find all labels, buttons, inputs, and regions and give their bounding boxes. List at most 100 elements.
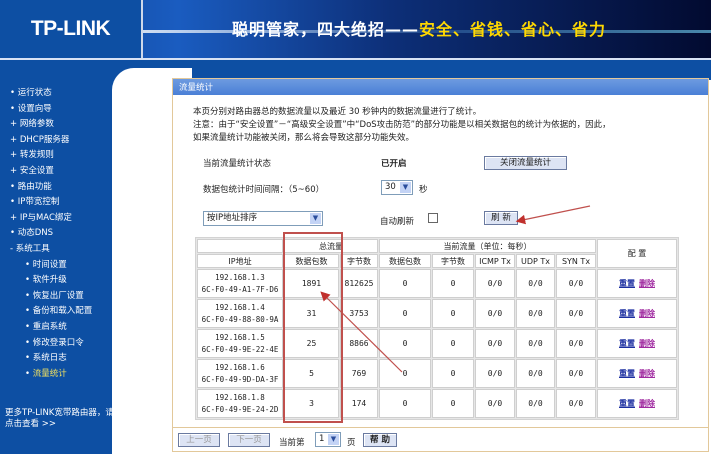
sidebar-item[interactable]: • 运行状态 [10, 86, 52, 98]
sidebar-item[interactable]: + IP与MAC绑定 [10, 211, 72, 223]
sidebar-item[interactable]: • 动态DNS [10, 226, 53, 238]
mac-address: 6C-F0-49-9E-24-2D [201, 404, 279, 414]
table-row: 192.168.1.8 6C-F0-49-9E-24-2D 3 174 0 0 0/0 0/0… [197, 389, 677, 418]
column-header: IP地址 [197, 254, 283, 268]
syn-cell: 0/0 [556, 359, 596, 388]
sidebar-subitem[interactable]: • 恢复出厂设置 [25, 290, 84, 301]
bullet-icon: - [10, 244, 14, 254]
sidebar-item[interactable]: + 安全设置 [10, 164, 54, 176]
status-label: 当前流量统计状态 [203, 159, 272, 169]
sidebar-item[interactable]: + 转发规则 [10, 148, 54, 160]
cur_packets-cell: 0 [379, 389, 431, 418]
delete-link[interactable]: 删除 [639, 279, 655, 288]
packets-cell: 1891 [284, 269, 339, 298]
ip-cell: 192.168.1.5 6C-F0-49-9E-22-4E [197, 329, 283, 358]
prev-page-button[interactable]: 上一页 [178, 433, 220, 447]
traffic-table: 总流量 当前流量（单位：每秒） 配 置 IP地址 数据包数 字节数 数据包数 字节数 IC… [195, 237, 679, 420]
ip-address: 192.168.1.4 [215, 302, 265, 312]
sidebar-subitem[interactable]: • 修改登录口令 [25, 337, 84, 348]
sidebar-subitem[interactable]: • 时间设置 [25, 259, 67, 270]
sidebar-item[interactable]: • 路由功能 [10, 180, 52, 192]
icmp-cell: 0/0 [475, 329, 515, 358]
ip-address: 192.168.1.6 [215, 362, 265, 372]
more-products-link[interactable]: 更多TP-LINK宽带路由器，请点击查看 >> [5, 408, 114, 429]
sidebar-subitem-label: 恢复出厂设置 [32, 290, 84, 301]
delete-link[interactable]: 删除 [639, 369, 655, 378]
bytes-cell: 812625 [340, 269, 378, 298]
chevron-down-icon: ▼ [400, 182, 411, 193]
syn-cell: 0/0 [556, 389, 596, 418]
sidebar-subitem-label: 重启系统 [32, 322, 67, 332]
sidebar-item[interactable]: + 网络参数 [10, 117, 54, 129]
column-header: 字节数 [432, 254, 474, 268]
ip-cell: 192.168.1.3 6C-F0-49-A1-7F-D6 [197, 269, 283, 298]
icmp-cell: 0/0 [475, 269, 515, 298]
bytes-cell: 174 [340, 389, 378, 418]
sidebar-item-label: 网络参数 [19, 119, 54, 130]
packets-cell: 3 [284, 389, 339, 418]
reset-link[interactable]: 重置 [619, 339, 635, 348]
refresh-button[interactable]: 刷 新 [484, 211, 518, 225]
ip-address: 192.168.1.5 [215, 332, 265, 342]
cur_bytes-cell: 0 [432, 299, 474, 328]
sidebar-item[interactable]: + DHCP服务器 [10, 133, 69, 145]
sidebar-item-label: 设置向导 [17, 103, 52, 114]
reset-link[interactable]: 重置 [619, 279, 635, 288]
syn-cell: 0/0 [556, 299, 596, 328]
cur_bytes-cell: 0 [432, 329, 474, 358]
help-button[interactable]: 帮 助 [363, 433, 397, 447]
column-header: UDP Tx [516, 254, 555, 268]
udp-cell: 0/0 [516, 269, 555, 298]
chevron-down-icon: ▼ [328, 434, 339, 445]
mac-address: 6C-F0-49-88-80-9A [201, 314, 279, 324]
bullet-icon: + [10, 166, 18, 176]
sidebar-item-label: DHCP服务器 [19, 134, 70, 145]
ip-address: 192.168.1.8 [215, 392, 265, 402]
cur_packets-cell: 0 [379, 269, 431, 298]
interval-label: 数据包统计时间间隔：（5~60） [203, 185, 325, 195]
icmp-cell: 0/0 [475, 359, 515, 388]
sidebar-subitem[interactable]: • 系统日志 [25, 353, 67, 364]
page-select[interactable]: 1 ▼ [315, 432, 341, 447]
toggle-stats-button[interactable]: 关闭流量统计 [484, 156, 567, 170]
slogan-highlight: 安全、省钱、省心、省力 [419, 20, 607, 39]
sidebar-item[interactable]: - 系统工具 [10, 242, 50, 254]
bullet-icon: + [10, 134, 18, 145]
sidebar-subitem[interactable]: • 流量统计 [25, 368, 67, 379]
sidebar-subitem-label: 备份和载入配置 [32, 306, 93, 317]
logo: TP-LINK [30, 17, 111, 40]
udp-cell: 0/0 [516, 299, 555, 328]
sidebar-subitem[interactable]: • 软件升级 [25, 275, 67, 286]
sort-select[interactable]: 按IP地址排序 ▼ [203, 211, 323, 226]
icmp-cell: 0/0 [475, 389, 515, 418]
bullet-icon: • [10, 103, 16, 114]
delete-link[interactable]: 删除 [639, 309, 655, 318]
delete-link[interactable]: 删除 [639, 399, 655, 408]
sidebar-subitem-label: 时间设置 [32, 259, 67, 270]
config-cell: 重置 删除 [597, 359, 677, 388]
table-row: 192.168.1.6 6C-F0-49-9D-DA-3F 5 769 0 0 0/0 0/0… [197, 359, 677, 388]
cur_bytes-cell: 0 [432, 359, 474, 388]
sidebar-item-label: 系统工具 [15, 244, 50, 254]
reset-link[interactable]: 重置 [619, 369, 635, 378]
sort-value: 按IP地址排序 [207, 213, 258, 223]
interval-select[interactable]: 30 ▼ [381, 180, 413, 195]
reset-link[interactable]: 重置 [619, 309, 635, 318]
sidebar-item[interactable]: • 设置向导 [10, 102, 52, 114]
ip-cell: 192.168.1.8 6C-F0-49-9E-24-2D [197, 389, 283, 418]
cur_packets-cell: 0 [379, 299, 431, 328]
bullet-icon: + [10, 119, 18, 130]
page-unit: 页 [347, 438, 356, 448]
reset-link[interactable]: 重置 [619, 399, 635, 408]
next-page-button[interactable]: 下一页 [228, 433, 270, 447]
delete-link[interactable]: 删除 [639, 339, 655, 348]
sidebar-subitem[interactable]: • 备份和载入配置 [25, 306, 93, 317]
sidebar-subitem-label: 流量统计 [32, 368, 67, 379]
sidebar-item[interactable]: • IP带宽控制 [10, 195, 59, 207]
bytes-cell: 769 [340, 359, 378, 388]
sidebar-subitem[interactable]: • 重启系统 [25, 322, 67, 332]
packets-cell: 25 [284, 329, 339, 358]
page-value: 1 [319, 434, 325, 444]
syn-cell: 0/0 [556, 269, 596, 298]
auto-refresh-checkbox[interactable] [428, 213, 438, 223]
